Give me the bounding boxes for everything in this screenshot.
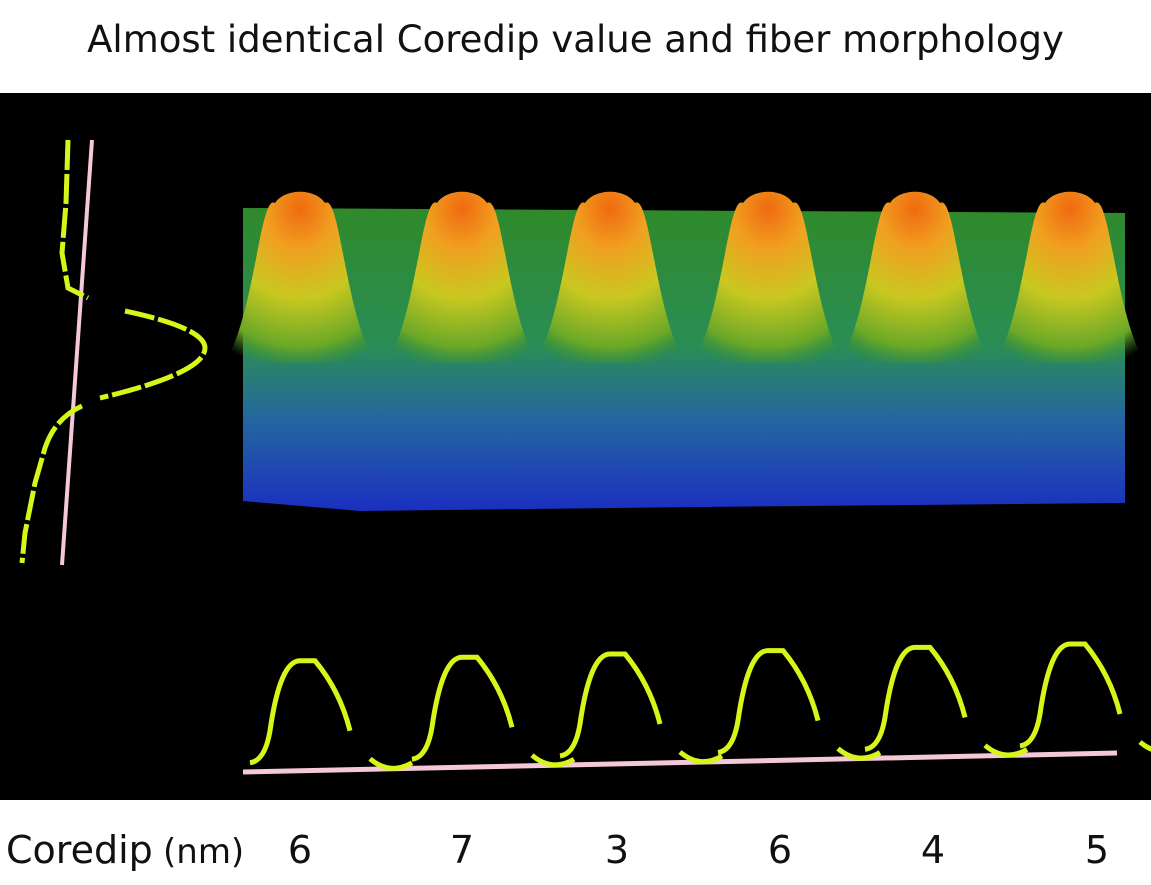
coredip-axis-label: Coredip [6, 828, 153, 872]
fiber-profile-curve [249, 658, 414, 771]
figure-title: Almost identical Coredip value and fiber… [87, 18, 1064, 61]
fiber-peak [693, 191, 843, 363]
coredip-value: 3 [604, 828, 630, 872]
fiber-profile-curve [1019, 641, 1151, 752]
fiber-peak [535, 191, 685, 363]
fiber-profile-curve [864, 644, 1029, 758]
coredip-value: 6 [767, 828, 793, 872]
fiber-peak [840, 191, 990, 363]
vertical-profile-baseline [60, 139, 94, 566]
coredip-value: 6 [287, 828, 313, 872]
fiber-profile-curve [411, 654, 576, 768]
afm-figure [19, 139, 1151, 775]
coredip-value: 5 [1084, 828, 1110, 872]
fiber-peak [387, 191, 537, 363]
peaks-group [225, 191, 1145, 363]
coredip-value: 7 [449, 828, 475, 872]
coredip-value: 4 [920, 828, 946, 872]
horizontal-profile-group [249, 641, 1151, 771]
fiber-profile-curve [559, 651, 724, 765]
fiber-peak [225, 191, 375, 363]
vertical-profile-curve [19, 139, 208, 564]
afm-image-panel [0, 93, 1151, 800]
surface-plot [243, 208, 1125, 511]
coredip-unit: (nm) [163, 832, 245, 872]
fiber-profile-curve [717, 648, 882, 761]
fiber-peak [995, 191, 1145, 363]
